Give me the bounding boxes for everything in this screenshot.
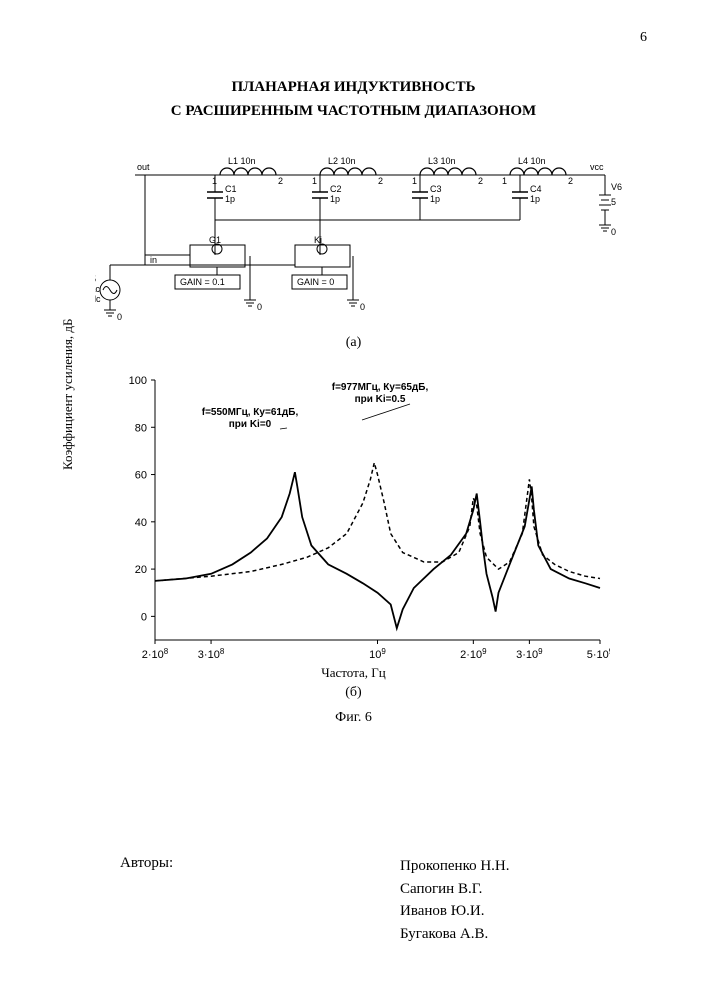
svg-text:100: 100	[129, 375, 147, 387]
svg-text:при Ki=0.5: при Ki=0.5	[355, 394, 406, 405]
svg-text:при Ki=0: при Ki=0	[229, 419, 272, 430]
svg-text:2: 2	[478, 176, 483, 186]
title-line-2: С РАСШИРЕННЫМ ЧАСТОТНЫМ ДИАПАЗОНОМ	[0, 99, 707, 123]
figure-caption: Фиг. 6	[0, 710, 707, 726]
authors-list: Прокопенко Н.Н. Сапогин В.Г. Иванов Ю.И.…	[400, 855, 510, 945]
svg-text:109: 109	[369, 647, 386, 662]
svg-text:1p: 1p	[530, 194, 540, 204]
svg-text:C3: C3	[430, 184, 442, 194]
svg-text:2: 2	[378, 176, 383, 186]
g1-name: G1	[209, 235, 221, 245]
svg-text:0: 0	[141, 611, 147, 623]
svg-text:L4 10n: L4 10n	[518, 156, 546, 166]
svg-text:40: 40	[135, 517, 147, 529]
svg-text:1: 1	[502, 176, 507, 186]
svg-text:2: 2	[568, 176, 573, 186]
ki-name: Ki	[314, 235, 322, 245]
v6-name: V6	[611, 182, 622, 192]
svg-text:80: 80	[135, 422, 147, 434]
svg-text:f=977МГц, Ку=65дБ,: f=977МГц, Ку=65дБ,	[332, 382, 429, 393]
svg-text:L1 10n: L1 10n	[228, 156, 256, 166]
svg-text:L3 10n: L3 10n	[428, 156, 456, 166]
svg-text:3·108: 3·108	[198, 647, 225, 662]
page-number: 6	[640, 30, 647, 46]
subfigure-label-a: (а)	[0, 335, 707, 351]
svg-text:2·109: 2·109	[460, 647, 487, 662]
svg-text:f=550МГц, Ку=61дБ,: f=550МГц, Ку=61дБ,	[202, 407, 299, 418]
chart-y-axis-label: Коэффициент усиления, дБ	[60, 319, 76, 470]
gain-vs-frequency-chart: 0 20 40 60 80 100 2·108 3·108 109 2·109 3·109 5·109…	[110, 370, 610, 680]
svg-text:L2 10n: L2 10n	[328, 156, 356, 166]
v5-gnd: 0	[117, 312, 122, 322]
net-out: out	[137, 162, 150, 172]
author-name: Сапогин В.Г.	[400, 878, 510, 901]
subfigure-label-b: (б)	[0, 685, 707, 701]
v6-value: 5	[611, 197, 616, 207]
net-vcc: vcc	[590, 162, 604, 172]
svg-text:C2: C2	[330, 184, 342, 194]
author-name: Иванов Ю.И.	[400, 900, 510, 923]
svg-text:1p: 1p	[430, 194, 440, 204]
author-name: Прокопенко Н.Н.	[400, 855, 510, 878]
svg-text:2: 2	[278, 176, 283, 186]
svg-text:C1: C1	[225, 184, 237, 194]
svg-text:20: 20	[135, 564, 147, 576]
title-line-1: ПЛАНАРНАЯ ИНДУКТИВНОСТЬ	[0, 75, 707, 99]
g1-gnd: 0	[257, 302, 262, 312]
svg-text:1: 1	[312, 176, 317, 186]
v5-ac: 1Vac	[95, 284, 100, 294]
svg-text:5·109: 5·109	[587, 647, 610, 662]
author-name: Бугакова А.В.	[400, 923, 510, 946]
ki-gain: GAIN = 0	[297, 277, 334, 287]
g1-gain: GAIN = 0.1	[180, 277, 225, 287]
svg-text:60: 60	[135, 470, 147, 482]
authors-heading: Авторы:	[120, 855, 173, 872]
svg-text:1p: 1p	[330, 194, 340, 204]
document-title: ПЛАНАРНАЯ ИНДУКТИВНОСТЬ С РАСШИРЕННЫМ ЧА…	[0, 75, 707, 123]
svg-text:1p: 1p	[225, 194, 235, 204]
circuit-schematic: L1 10n12L2 10n12L3 10n12L4 10n12 C11pC21…	[95, 150, 625, 325]
v5-dc: 0Vdc	[95, 294, 101, 304]
net-in: in	[150, 255, 157, 265]
v5-name: V5	[95, 274, 96, 284]
svg-text:3·109: 3·109	[516, 647, 543, 662]
ki-gnd: 0	[360, 302, 365, 312]
v6-gnd: 0	[611, 227, 616, 237]
svg-text:1: 1	[412, 176, 417, 186]
chart-x-axis-label: Частота, Гц	[0, 665, 707, 681]
svg-text:C4: C4	[530, 184, 542, 194]
svg-text:2·108: 2·108	[142, 647, 169, 662]
